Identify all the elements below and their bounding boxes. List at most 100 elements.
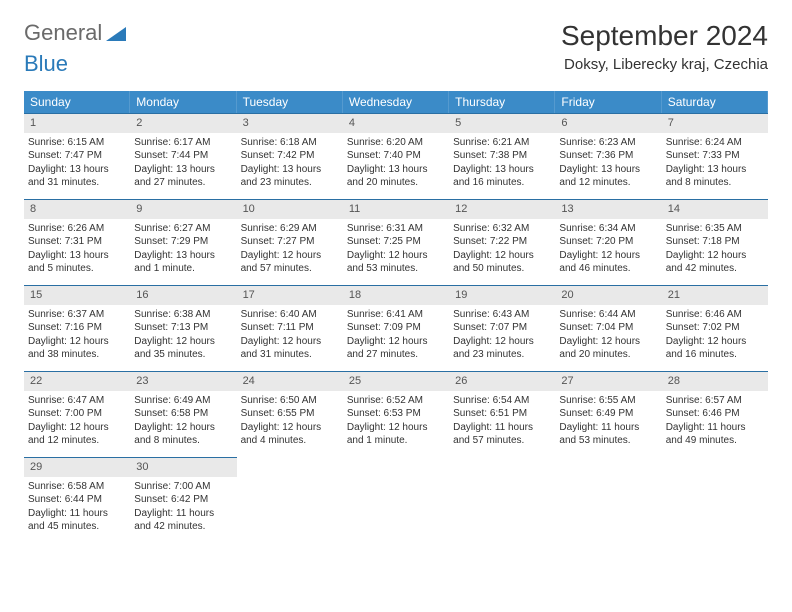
calendar-grid: SundayMondayTuesdayWednesdayThursdayFrid… [24, 91, 768, 543]
sunset-text: Sunset: 7:20 PM [559, 235, 657, 249]
day-number: 20 [555, 286, 661, 305]
daylight-text: Daylight: 12 hours and 57 minutes. [241, 249, 339, 276]
logo-triangle-icon [106, 25, 126, 41]
daylight-text: Daylight: 12 hours and 53 minutes. [347, 249, 445, 276]
calendar-day-cell: 26 Sunrise: 6:54 AMSunset: 6:51 PMDayligh… [449, 371, 555, 457]
logo-word1: General [24, 20, 102, 46]
calendar-day-cell: 5Sunrise: 6:21 AMSunset: 7:38 PMDaylight… [449, 113, 555, 199]
sunset-text: Sunset: 7:07 PM [453, 321, 551, 335]
sunset-text: Sunset: 7:44 PM [134, 149, 232, 163]
sunrise-text: Sunrise: 6:34 AM [559, 222, 657, 236]
day-number: 12 [449, 200, 555, 219]
day-number: 5 [449, 114, 555, 133]
sunset-text: Sunset: 7:33 PM [666, 149, 764, 163]
calendar-day-cell: 13Sunrise: 6:34 AMSunset: 7:20 PMDayligh… [555, 199, 661, 285]
daylight-text: Daylight: 13 hours and 27 minutes. [134, 163, 232, 190]
sunset-text: Sunset: 7:16 PM [28, 321, 126, 335]
sunrise-text: Sunrise: 6:27 AM [134, 222, 232, 236]
sunrise-text: Sunrise: 6:54 AM [453, 394, 551, 408]
day-number: 17 [237, 286, 343, 305]
day-of-week-header: Sunday [24, 91, 130, 113]
empty-cell [237, 457, 343, 543]
day-number: 6 [555, 114, 661, 133]
day-number: 25 [343, 372, 449, 391]
sunrise-text: Sunrise: 6:26 AM [28, 222, 126, 236]
daylight-text: Daylight: 11 hours and 45 minutes. [28, 507, 126, 534]
calendar-day-cell: 11Sunrise: 6:31 AMSunset: 7:25 PMDayligh… [343, 199, 449, 285]
sunrise-text: Sunrise: 6:46 AM [666, 308, 764, 322]
sunset-text: Sunset: 7:11 PM [241, 321, 339, 335]
calendar-day-cell: 24Sunrise: 6:50 AMSunset: 6:55 PMDayligh… [237, 371, 343, 457]
sunrise-text: Sunrise: 6:38 AM [134, 308, 232, 322]
daylight-text: Daylight: 12 hours and 4 minutes. [241, 421, 339, 448]
day-number: 19 [449, 286, 555, 305]
sunset-text: Sunset: 7:47 PM [28, 149, 126, 163]
day-of-week-header: Tuesday [237, 91, 343, 113]
daylight-text: Daylight: 12 hours and 46 minutes. [559, 249, 657, 276]
month-title: September 2024 [561, 20, 768, 52]
day-number: 3 [237, 114, 343, 133]
day-number: 23 [130, 372, 236, 391]
sunrise-text: Sunrise: 6:31 AM [347, 222, 445, 236]
sunset-text: Sunset: 6:49 PM [559, 407, 657, 421]
sunrise-text: Sunrise: 7:00 AM [134, 480, 232, 494]
day-number: 16 [130, 286, 236, 305]
calendar-day-cell: 19Sunrise: 6:43 AMSunset: 7:07 PMDayligh… [449, 285, 555, 371]
sunset-text: Sunset: 7:42 PM [241, 149, 339, 163]
daylight-text: Daylight: 12 hours and 31 minutes. [241, 335, 339, 362]
day-number: 9 [130, 200, 236, 219]
calendar-day-cell: 9Sunrise: 6:27 AMSunset: 7:29 PMDaylight… [130, 199, 236, 285]
daylight-text: Daylight: 12 hours and 12 minutes. [28, 421, 126, 448]
day-of-week-header: Wednesday [343, 91, 449, 113]
daylight-text: Daylight: 13 hours and 16 minutes. [453, 163, 551, 190]
calendar-day-cell: 6Sunrise: 6:23 AMSunset: 7:36 PMDaylight… [555, 113, 661, 199]
sunrise-text: Sunrise: 6:32 AM [453, 222, 551, 236]
calendar-day-cell: 30Sunrise: 7:00 AMSunset: 6:42 PMDayligh… [130, 457, 236, 543]
calendar-day-cell: 3Sunrise: 6:18 AMSunset: 7:42 PMDaylight… [237, 113, 343, 199]
sunset-text: Sunset: 7:04 PM [559, 321, 657, 335]
title-block: September 2024 Doksy, Liberecky kraj, Cz… [561, 20, 768, 73]
daylight-text: Daylight: 13 hours and 23 minutes. [241, 163, 339, 190]
calendar-day-cell: 7Sunrise: 6:24 AMSunset: 7:33 PMDaylight… [662, 113, 768, 199]
day-number: 29 [24, 458, 130, 477]
day-of-week-header: Friday [555, 91, 661, 113]
calendar-day-cell: 1Sunrise: 6:15 AMSunset: 7:47 PMDaylight… [24, 113, 130, 199]
sunset-text: Sunset: 7:27 PM [241, 235, 339, 249]
sunset-text: Sunset: 6:55 PM [241, 407, 339, 421]
calendar-day-cell: 14Sunrise: 6:35 AMSunset: 7:18 PMDayligh… [662, 199, 768, 285]
sunrise-text: Sunrise: 6:58 AM [28, 480, 126, 494]
sunset-text: Sunset: 7:40 PM [347, 149, 445, 163]
day-number: 30 [130, 458, 236, 477]
day-number: 10 [237, 200, 343, 219]
sunrise-text: Sunrise: 6:52 AM [347, 394, 445, 408]
sunrise-text: Sunrise: 6:20 AM [347, 136, 445, 150]
calendar-day-cell: 21Sunrise: 6:46 AMSunset: 7:02 PMDayligh… [662, 285, 768, 371]
sunrise-text: Sunrise: 6:43 AM [453, 308, 551, 322]
sunrise-text: Sunrise: 6:49 AM [134, 394, 232, 408]
sunrise-text: Sunrise: 6:41 AM [347, 308, 445, 322]
sunset-text: Sunset: 7:38 PM [453, 149, 551, 163]
daylight-text: Daylight: 12 hours and 35 minutes. [134, 335, 232, 362]
calendar-day-cell: 25Sunrise: 6:52 AMSunset: 6:53 PMDayligh… [343, 371, 449, 457]
sunset-text: Sunset: 7:09 PM [347, 321, 445, 335]
daylight-text: Daylight: 11 hours and 57 minutes. [453, 421, 551, 448]
sunrise-text: Sunrise: 6:29 AM [241, 222, 339, 236]
day-number: 2 [130, 114, 236, 133]
day-number: 11 [343, 200, 449, 219]
day-number: 15 [24, 286, 130, 305]
sunset-text: Sunset: 7:31 PM [28, 235, 126, 249]
empty-cell [662, 457, 768, 543]
sunrise-text: Sunrise: 6:44 AM [559, 308, 657, 322]
daylight-text: Daylight: 12 hours and 38 minutes. [28, 335, 126, 362]
sunset-text: Sunset: 6:51 PM [453, 407, 551, 421]
sunset-text: Sunset: 6:44 PM [28, 493, 126, 507]
daylight-text: Daylight: 13 hours and 20 minutes. [347, 163, 445, 190]
daylight-text: Daylight: 12 hours and 27 minutes. [347, 335, 445, 362]
daylight-text: Daylight: 13 hours and 5 minutes. [28, 249, 126, 276]
sunset-text: Sunset: 6:58 PM [134, 407, 232, 421]
daylight-text: Daylight: 12 hours and 16 minutes. [666, 335, 764, 362]
sunrise-text: Sunrise: 6:55 AM [559, 394, 657, 408]
day-number: 26 [449, 372, 555, 391]
sunrise-text: Sunrise: 6:15 AM [28, 136, 126, 150]
calendar-day-cell: 23Sunrise: 6:49 AMSunset: 6:58 PMDayligh… [130, 371, 236, 457]
